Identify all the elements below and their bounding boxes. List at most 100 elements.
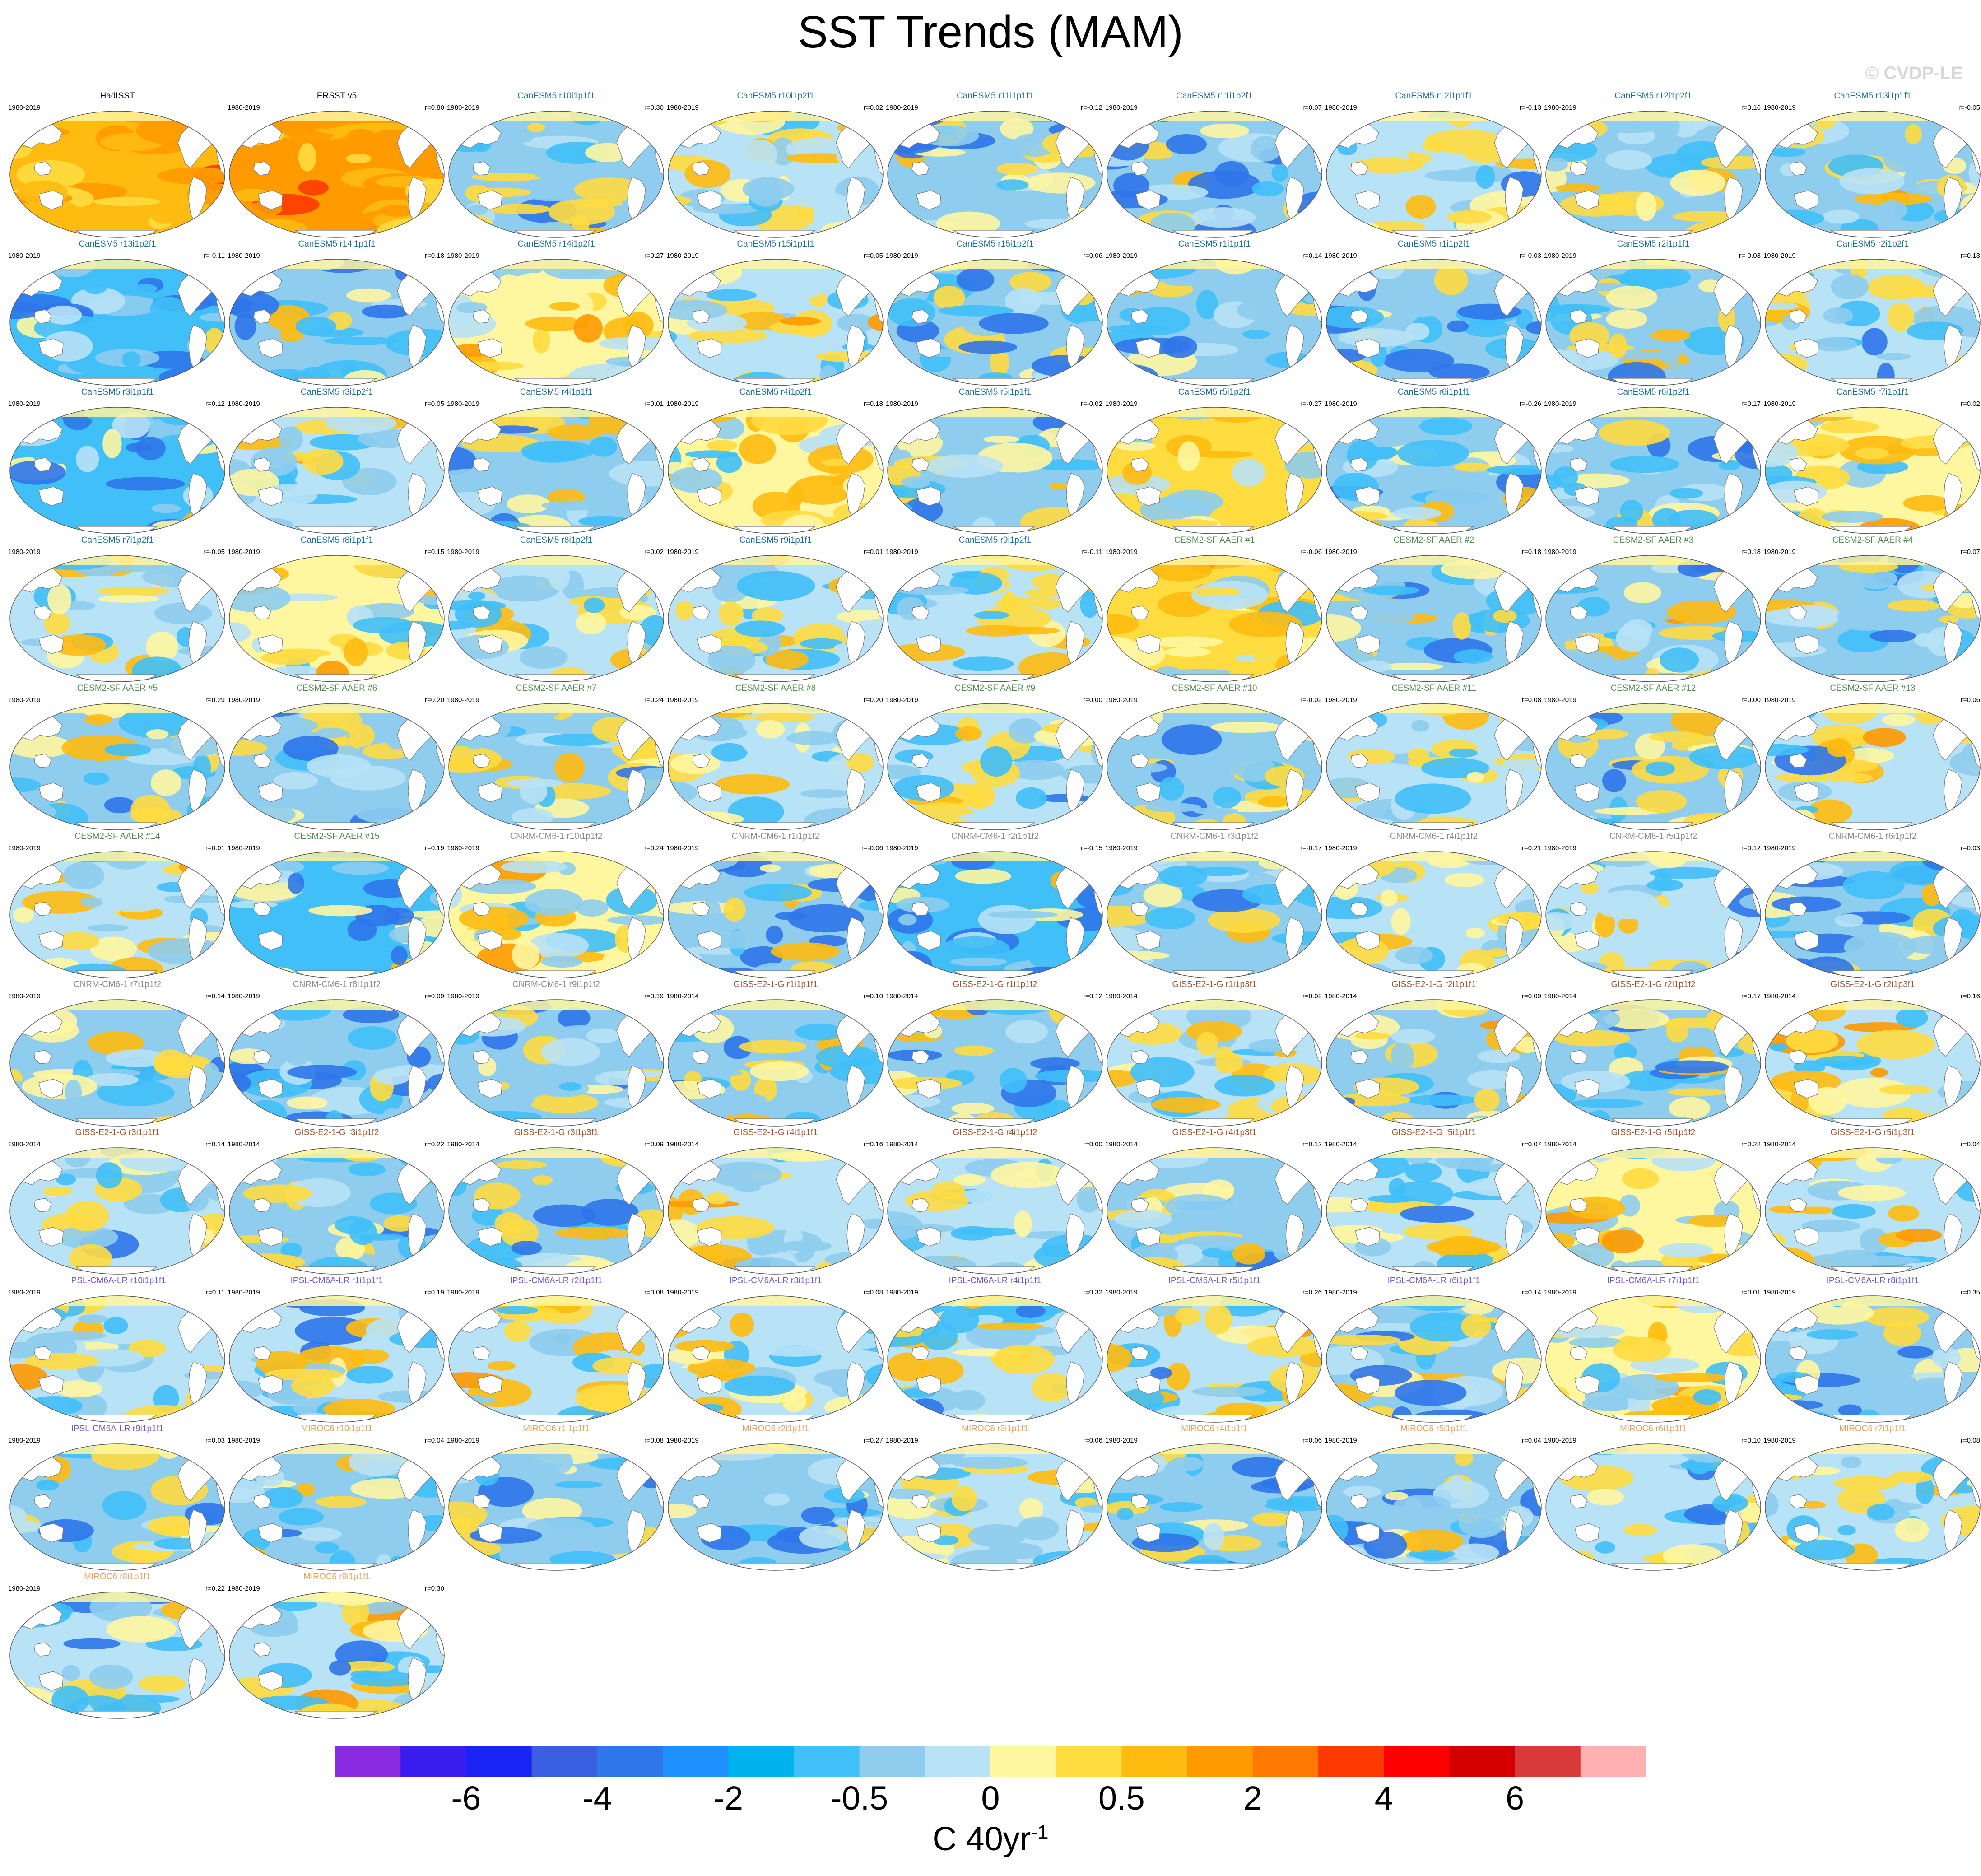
map-panel: CESM2-SF AAER #5 1980-2019 r=0.29 bbox=[8, 683, 227, 832]
panel-period: 1980-2019 bbox=[666, 400, 699, 408]
map-panel: CNRM-CM6-1 r7i1p1f2 1980-2019 r=0.14 bbox=[8, 979, 227, 1128]
sst-trend-map bbox=[1765, 851, 1981, 978]
map-panel: CanESM5 r1i1p1f1 1980-2019 r=0.14 bbox=[1105, 238, 1324, 387]
panel-title: CESM2-SF AAER #13 bbox=[1830, 684, 1916, 693]
sst-trend-map bbox=[887, 111, 1103, 238]
sst-trend-map bbox=[1545, 703, 1761, 830]
sst-trend-map bbox=[9, 703, 225, 830]
colorbar bbox=[335, 1746, 1646, 1777]
sst-trend-map bbox=[1545, 1443, 1761, 1571]
panel-correlation: r=0.03 bbox=[205, 1437, 225, 1444]
sst-trend-map bbox=[229, 703, 445, 830]
panel-period: 1980-2019 bbox=[447, 844, 479, 852]
panel-title: CanESM5 r3i1p2f1 bbox=[300, 387, 373, 397]
panel-title: HadISST bbox=[100, 91, 135, 101]
panel-title: CESM2-SF AAER #15 bbox=[294, 832, 380, 841]
panel-title: CESM2-SF AAER #14 bbox=[74, 832, 160, 841]
sst-trend-map bbox=[668, 259, 884, 386]
panel-correlation: r=0.12 bbox=[1741, 844, 1761, 852]
sst-trend-map bbox=[229, 555, 445, 682]
panel-title: CNRM-CM6-1 r7i1p1f2 bbox=[73, 980, 162, 989]
panel-period: 1980-2019 bbox=[228, 844, 260, 852]
map-panel: HadISST 1980-2019 bbox=[8, 90, 227, 239]
sst-trend-map bbox=[9, 851, 225, 978]
watermark: © CVDP-LE bbox=[1865, 63, 1963, 83]
panel-title: CESM2-SF AAER #8 bbox=[735, 684, 816, 693]
colorbar-tick-label: 0 bbox=[981, 1779, 1000, 1817]
panel-title: CanESM5 r15i1p1f1 bbox=[737, 239, 814, 249]
sst-trend-map bbox=[1107, 851, 1322, 978]
panel-period: 1980-2019 bbox=[447, 1289, 479, 1296]
sst-trend-map bbox=[887, 851, 1103, 978]
panel-title: CESM2-SF AAER #9 bbox=[954, 684, 1036, 693]
map-panel: CanESM5 r6i1p1f1 1980-2019 r=-0.26 bbox=[1325, 386, 1543, 535]
colorbar-swatch bbox=[1056, 1746, 1122, 1777]
map-panel: MIROC6 r7i1p1f1 1980-2019 r=0.08 bbox=[1763, 1423, 1981, 1572]
panel-correlation: r=0.26 bbox=[1302, 1289, 1322, 1296]
panel-title: GISS-E2-1-G r2i1p3f1 bbox=[1830, 980, 1915, 989]
sst-trend-map bbox=[1765, 1443, 1981, 1571]
panel-period: 1980-2019 bbox=[1325, 844, 1357, 852]
map-panel: CanESM5 r4i1p1f1 1980-2019 r=0.01 bbox=[447, 386, 665, 535]
panel-correlation: r=0.13 bbox=[1961, 252, 1980, 260]
panel-title: CanESM5 r6i1p2f1 bbox=[1617, 387, 1690, 397]
map-panel: CESM2-SF AAER #13 1980-2019 r=0.06 bbox=[1763, 683, 1981, 832]
panel-period: 1980-2014 bbox=[1105, 1140, 1138, 1148]
sst-trend-map bbox=[887, 1295, 1103, 1423]
colorbar-swatch bbox=[1580, 1746, 1646, 1777]
panel-correlation: r=-0.13 bbox=[1520, 104, 1541, 112]
panel-period: 1980-2019 bbox=[666, 548, 699, 556]
panel-correlation: r=0.01 bbox=[1741, 1289, 1761, 1296]
panel-correlation: r=0.18 bbox=[1522, 548, 1541, 556]
panel-correlation: r=-0.03 bbox=[1520, 252, 1541, 260]
panel-title: CESM2-SF AAER #4 bbox=[1832, 535, 1913, 545]
panel-correlation: r=0.02 bbox=[1961, 400, 1980, 408]
sst-trend-map bbox=[448, 999, 664, 1127]
panel-period: 1980-2019 bbox=[666, 252, 699, 260]
sst-trend-map bbox=[1326, 111, 1542, 238]
sst-trend-map bbox=[448, 407, 664, 534]
panel-period: 1980-2019 bbox=[1325, 252, 1357, 260]
sst-trend-map bbox=[887, 259, 1103, 386]
sst-trend-map bbox=[1326, 999, 1542, 1127]
panel-title: CESM2-SF AAER #2 bbox=[1393, 535, 1474, 545]
map-panel: CESM2-SF AAER #10 1980-2019 r=-0.02 bbox=[1105, 683, 1324, 832]
map-panel: GISS-E2-1-G r1i1p1f2 1980-2014 r=0.12 bbox=[886, 979, 1104, 1128]
panel-title: CanESM5 r7i1p2f1 bbox=[81, 535, 154, 545]
map-panel: MIROC6 r4i1p1f1 1980-2019 r=0.06 bbox=[1105, 1423, 1324, 1572]
sst-trend-map bbox=[229, 851, 445, 978]
sst-trend-map bbox=[448, 1295, 664, 1423]
panel-period: 1980-2019 bbox=[1105, 696, 1138, 704]
colorbar-swatch bbox=[925, 1746, 991, 1777]
colorbar-swatch bbox=[728, 1746, 794, 1777]
map-panel: CanESM5 r6i1p2f1 1980-2019 r=0.17 bbox=[1544, 386, 1762, 535]
panel-period: 1980-2014 bbox=[666, 1140, 699, 1148]
sst-trend-map bbox=[1107, 999, 1322, 1127]
panel-correlation: r=0.18 bbox=[1741, 548, 1761, 556]
panel-title: IPSL-CM6A-LR r7i1p1f1 bbox=[1607, 1276, 1700, 1285]
panel-period: 1980-2019 bbox=[1325, 104, 1357, 112]
map-panel: MIROC6 r3i1p1f1 1980-2019 r=0.06 bbox=[886, 1423, 1104, 1572]
sst-trend-map bbox=[1107, 259, 1322, 386]
panel-title: CESM2-SF AAER #10 bbox=[1172, 684, 1257, 693]
panel-period: 1980-2019 bbox=[1544, 548, 1576, 556]
panel-title: GISS-E2-1-G r1i1p1f1 bbox=[733, 980, 818, 989]
panel-title: CanESM5 r2i1p2f1 bbox=[1836, 239, 1909, 249]
panel-period: 1980-2014 bbox=[228, 1140, 260, 1148]
panel-period: 1980-2019 bbox=[1105, 844, 1138, 852]
panel-correlation: r=0.20 bbox=[864, 696, 883, 704]
panel-period: 1980-2019 bbox=[1544, 252, 1576, 260]
panel-period: 1980-2019 bbox=[1105, 252, 1138, 260]
panel-period: 1980-2019 bbox=[228, 992, 260, 1000]
panel-title: CNRM-CM6-1 r2i1p1f2 bbox=[951, 832, 1039, 841]
panel-title: CanESM5 r5i1p2f1 bbox=[1178, 387, 1251, 397]
sst-trend-map bbox=[229, 407, 445, 534]
panel-title: CanESM5 r1i1p2f1 bbox=[1397, 239, 1470, 249]
panel-period: 1980-2019 bbox=[228, 1289, 260, 1296]
panel-period: 1980-2019 bbox=[886, 844, 918, 852]
panel-correlation: r=0.04 bbox=[1522, 1437, 1541, 1444]
panel-correlation: r=0.12 bbox=[1302, 1140, 1322, 1148]
panel-correlation: r=0.10 bbox=[864, 992, 883, 1000]
sst-trend-map bbox=[229, 1592, 445, 1719]
panel-period: 1980-2014 bbox=[1544, 1140, 1576, 1148]
